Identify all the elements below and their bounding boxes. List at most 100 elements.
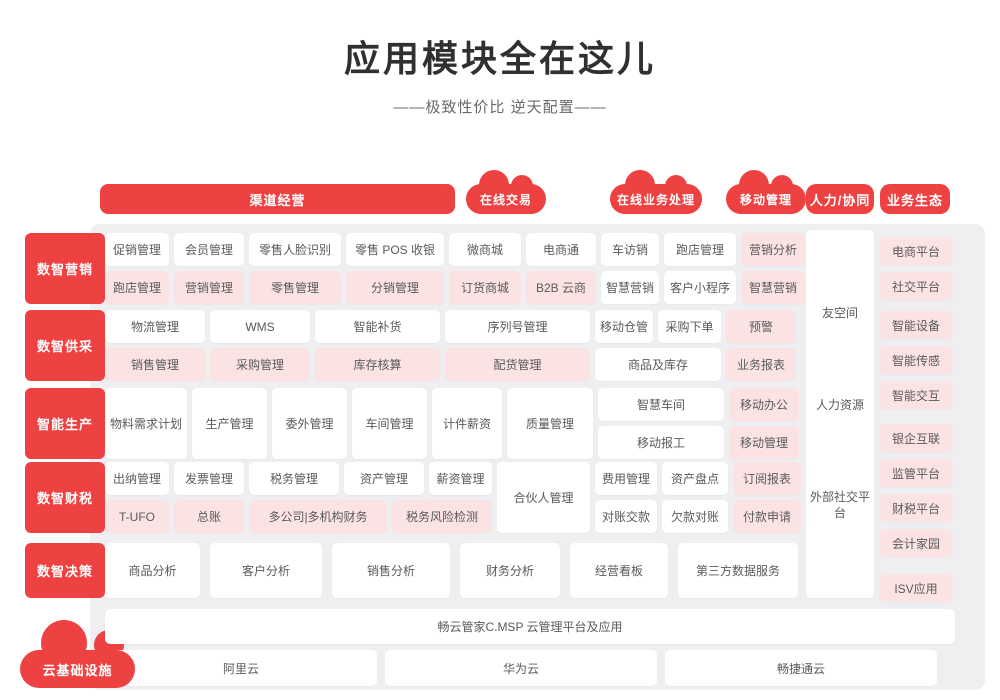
module-cell: 商品分析 — [105, 543, 200, 598]
module-cell: 微商城 — [449, 233, 521, 266]
row-label-finance: 数智财税 — [25, 462, 105, 533]
hr-item: 外部社交平台 — [809, 490, 870, 520]
cloud-vendor-cell: 华为云 — [385, 650, 657, 686]
row-label-production: 智能生产 — [25, 388, 105, 459]
module-cell: WMS — [210, 310, 310, 343]
module-cell: 移动管理 — [729, 426, 799, 459]
module-cell: 采购下单 — [658, 310, 721, 343]
module-cell: 智能补货 — [315, 310, 440, 343]
row-label-marketing: 数智营销 — [25, 233, 105, 304]
production-band: 物料需求计划 生产管理 委外管理 车间管理 计件薪资 质量管理 智慧车间 移动报… — [105, 388, 799, 459]
module-cell: 业务报表 — [726, 348, 796, 381]
module-cell: 物料需求计划 — [105, 388, 187, 459]
header-mobile-label: 移动管理 — [726, 184, 806, 214]
page-subtitle: ——极致性价比 逆天配置—— — [393, 99, 607, 116]
marketing-band: 促销管理 跑店管理 会员管理 营销管理 零售人脸识别 零售管理 零售 POS 收… — [105, 233, 805, 304]
module-cell: 对账交款 — [595, 500, 657, 533]
module-cell: 欠款对账 — [662, 500, 728, 533]
module-cell: 配货管理 — [445, 348, 590, 381]
eco-item: 智能设备 — [880, 311, 952, 339]
header-online-biz-label: 在线业务处理 — [610, 184, 702, 214]
module-cell: 零售 POS 收银 — [346, 233, 444, 266]
header-mobile-cloud: 移动管理 — [726, 170, 806, 214]
cloud-vendors-band: 阿里云 华为云 畅捷通云 — [105, 650, 937, 686]
module-cell: 商品及库存 — [595, 348, 721, 381]
module-cell: 会员管理 — [174, 233, 244, 266]
eco-item: 电商平台 — [880, 237, 952, 265]
module-cell: 第三方数据服务 — [678, 543, 798, 598]
module-cell: 付款申请 — [733, 500, 801, 533]
module-cell: 合伙人管理 — [497, 462, 590, 533]
module-cell: 委外管理 — [272, 388, 347, 459]
module-cell: 车间管理 — [352, 388, 427, 459]
module-cell: 库存核算 — [315, 348, 440, 381]
module-cell: 质量管理 — [507, 388, 593, 459]
header-online-biz-cloud: 在线业务处理 — [610, 170, 702, 214]
module-cell: 总账 — [174, 500, 244, 533]
header-online-trade-label: 在线交易 — [466, 184, 546, 214]
module-cell: 订阅报表 — [733, 462, 801, 495]
module-cell: 移动报工 — [598, 426, 724, 459]
eco-item: 智能传感 — [880, 346, 952, 374]
row-label-infra: 云基础设施 — [20, 650, 135, 688]
module-cell: 移动仓管 — [595, 310, 653, 343]
finance-band: 出纳管理 发票管理 税务管理 资产管理 薪资管理 T-UFO 总账 多公司|多机… — [105, 462, 801, 533]
row-label-supply: 数智供采 — [25, 310, 105, 381]
module-cell: T-UFO — [105, 500, 169, 533]
module-cell: 智慧车间 — [598, 388, 724, 421]
module-cell: 序列号管理 — [445, 310, 590, 343]
module-cell: 税务风险检测 — [392, 500, 492, 533]
header-channel: 渠道经营 — [100, 184, 455, 214]
eco-item: 银企互联 — [880, 424, 952, 452]
row-label-decision: 数智决策 — [25, 543, 105, 598]
hr-column: 友空间 人力资源 外部社交平台 — [806, 230, 874, 598]
module-cell: 营销分析 — [741, 233, 805, 266]
module-cell: 零售人脸识别 — [249, 233, 341, 266]
module-cell: 车访销 — [601, 233, 659, 266]
eco-item: 社交平台 — [880, 272, 952, 300]
module-cell: 分销管理 — [346, 271, 444, 304]
module-cell: 销售管理 — [105, 348, 205, 381]
module-cell: 营销管理 — [174, 271, 244, 304]
module-cell: 跑店管理 — [105, 271, 169, 304]
module-cell: 销售分析 — [332, 543, 450, 598]
eco-item: 财税平台 — [880, 494, 952, 522]
module-cell: 薪资管理 — [429, 462, 492, 495]
eco-item: 会计家园 — [880, 529, 952, 557]
hr-item: 友空间 — [821, 306, 858, 321]
header-online-trade-cloud: 在线交易 — [466, 170, 546, 214]
eco-column: 电商平台 社交平台 智能设备 智能传感 智能交互 银企互联 监管平台 财税平台 … — [880, 237, 952, 602]
cloud-platform-cell: 畅云管家C.MSP 云管理平台及应用 — [105, 609, 955, 644]
module-cell: 订货商城 — [449, 271, 521, 304]
module-cell: 计件薪资 — [432, 388, 502, 459]
module-cell: 跑店管理 — [664, 233, 736, 266]
hr-item: 人力资源 — [815, 398, 864, 413]
module-cell: 智慧营销 — [601, 271, 659, 304]
eco-item: 监管平台 — [880, 459, 952, 487]
eco-item: ISV应用 — [880, 574, 952, 602]
supply-band: 物流管理 销售管理 WMS 采购管理 智能补货 库存核算 序列号管理 配货管理 … — [105, 310, 796, 381]
module-cell: 采购管理 — [210, 348, 310, 381]
module-cell: 资产盘点 — [662, 462, 728, 495]
module-cell: 税务管理 — [249, 462, 339, 495]
module-cell: 预警 — [726, 310, 796, 343]
module-cell: 智慧营销 — [741, 271, 805, 304]
page-title: 应用模块全在这儿 — [343, 38, 656, 79]
module-cell: 零售管理 — [249, 271, 341, 304]
module-cell: 客户小程序 — [664, 271, 736, 304]
module-cell: 多公司|多机构财务 — [249, 500, 387, 533]
module-cell: 客户分析 — [210, 543, 322, 598]
module-cell: 电商通 — [526, 233, 596, 266]
eco-item: 智能交互 — [880, 381, 952, 409]
module-cell: 生产管理 — [192, 388, 267, 459]
header-hr: 人力/协同 — [806, 184, 874, 214]
module-cell: 资产管理 — [344, 462, 424, 495]
module-cell: 促销管理 — [105, 233, 169, 266]
module-cell: 财务分析 — [460, 543, 560, 598]
module-cell: 物流管理 — [105, 310, 205, 343]
row-label-infra-cloud: 云基础设施 — [20, 620, 135, 688]
module-cell: B2B 云商 — [526, 271, 596, 304]
module-cell: 出纳管理 — [105, 462, 169, 495]
module-cell: 经营看板 — [570, 543, 668, 598]
